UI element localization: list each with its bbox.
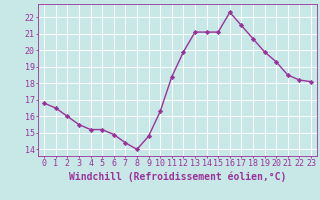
- X-axis label: Windchill (Refroidissement éolien,°C): Windchill (Refroidissement éolien,°C): [69, 171, 286, 182]
